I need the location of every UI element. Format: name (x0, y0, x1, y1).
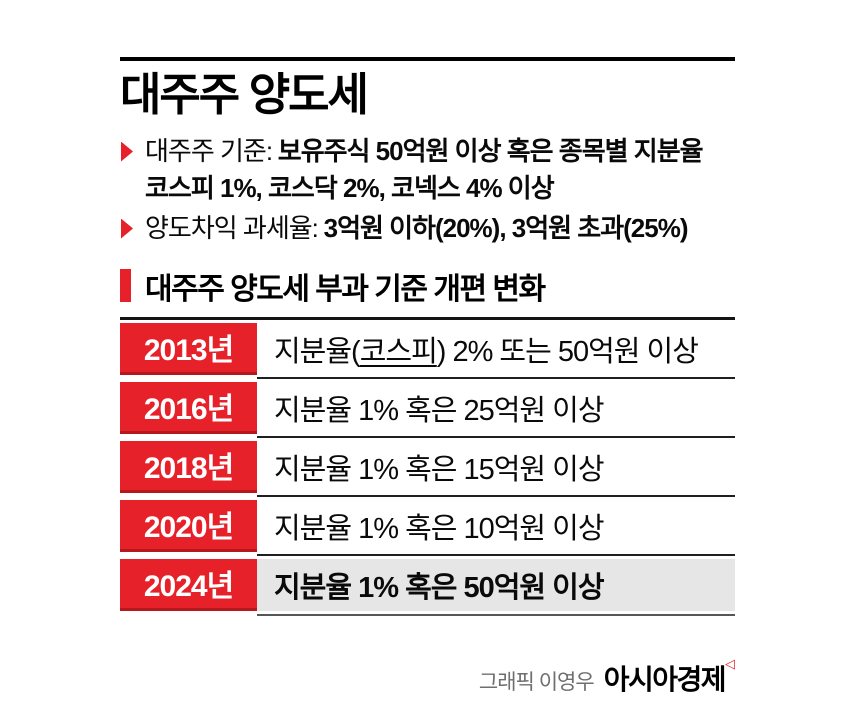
year-label: 2018년 (143, 452, 234, 485)
desc-cell: 지분율 1% 혹은 25억원 이상 (257, 382, 735, 434)
table-row-2016: 2016년 지분율 1% 혹은 25억원 이상 (120, 381, 735, 434)
page-title: 대주주 양도세 (120, 69, 369, 120)
top-rule (120, 57, 735, 61)
brand-mark-icon: ◁ (725, 655, 735, 671)
desc-text: ) 2% 또는 50억원 이상 (436, 335, 699, 368)
year-label: 2020년 (143, 511, 234, 544)
section-header: 대주주 양도세 부과 기준 개편 변화 (120, 264, 735, 308)
row-divider (257, 494, 735, 497)
desc-text: 지분율 1% 혹은 25억원 이상 (274, 394, 605, 427)
bullet-text: 3억원 이하(20%), 3억원 초과(25%) (323, 212, 689, 243)
table-row-2020: 2020년 지분율 1% 혹은 10억원 이상 (120, 499, 735, 552)
year-cell: 2016년 (120, 381, 257, 434)
bullet-item-criteria: 대주주 기준: 보유주식 50억원 이상 혹은 종목별 지분율 코스피 1%, 코… (120, 133, 735, 207)
bullet-list: 대주주 기준: 보유주식 50억원 이상 혹은 종목별 지분율 코스피 1%, 코… (120, 133, 735, 247)
footer-credit: 그래픽 이영우 아시아경제◁ (120, 655, 735, 698)
change-table: 2013년 지분율(코스피) 2% 또는 50억원 이상 2016년 지분율 1… (120, 316, 735, 616)
year-label: 2016년 (143, 393, 234, 426)
red-triangle-bullet-icon (121, 218, 133, 239)
year-cell: 2018년 (120, 440, 257, 493)
year-label: 2013년 (143, 334, 234, 367)
row-divider (257, 553, 735, 556)
year-cell: 2013년 (120, 322, 257, 375)
section-accent-bar (120, 269, 131, 302)
year-label: 2024년 (143, 570, 234, 603)
bullet-text-line2: 코스피 1%, 코스닥 2%, 코넥스 4% 이상 (145, 172, 555, 203)
desc-underline: 코스피 (359, 335, 438, 368)
table-row-2024: 2024년 지분율 1% 혹은 50억원 이상 (120, 558, 735, 611)
desc-cell: 지분율(코스피) 2% 또는 50억원 이상 (257, 323, 735, 375)
desc-cell: 지분율 1% 혹은 10억원 이상 (257, 500, 735, 552)
year-cell: 2024년 (120, 558, 257, 611)
table-bottom-line (257, 613, 735, 616)
year-cell: 2020년 (120, 499, 257, 552)
desc-cell: 지분율 1% 혹은 15억원 이상 (257, 441, 735, 493)
bullet-label: 대주주 기준: (145, 135, 273, 166)
row-divider (257, 376, 735, 379)
brand-logo: 아시아경제 (603, 663, 727, 695)
bullet-label: 양도차익 과세율: (145, 212, 319, 243)
desc-cell: 지분율 1% 혹은 50억원 이상 (257, 558, 735, 611)
bullet-text: 보유주식 50억원 이상 혹은 종목별 지분율 (277, 135, 704, 166)
row-divider (257, 435, 735, 438)
credit-text: 그래픽 이영우 (478, 670, 595, 694)
infographic: 대주주 양도세 대주주 기준: 보유주식 50억원 이상 혹은 종목별 지분율 코… (120, 0, 735, 698)
section-title: 대주주 양도세 부과 기준 개편 변화 (145, 272, 546, 306)
bullet-item-tax-rate: 양도차익 과세율: 3억원 이하(20%), 3억원 초과(25%) (120, 210, 735, 247)
desc-text: 지분율 1% 혹은 50억원 이상 (274, 571, 605, 604)
desc-text: 지분율 1% 혹은 10억원 이상 (274, 512, 605, 545)
desc-text: 지분율 1% 혹은 15억원 이상 (274, 453, 605, 486)
table-row-2013: 2013년 지분율(코스피) 2% 또는 50억원 이상 (120, 322, 735, 375)
desc-text: 지분율( (274, 335, 361, 368)
red-triangle-bullet-icon (121, 141, 133, 162)
table-row-2018: 2018년 지분율 1% 혹은 15억원 이상 (120, 440, 735, 493)
